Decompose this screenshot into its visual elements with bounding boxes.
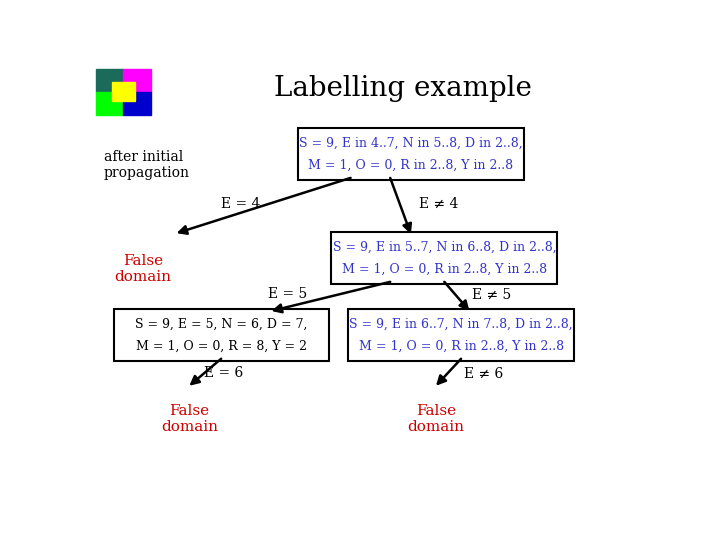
- FancyBboxPatch shape: [114, 309, 328, 361]
- Text: S = 9, E in 4..7, N in 5..8, D in 2..8,: S = 9, E in 4..7, N in 5..8, D in 2..8,: [299, 137, 523, 150]
- Text: M = 1, O = 0, R in 2..8, Y in 2..8: M = 1, O = 0, R in 2..8, Y in 2..8: [342, 262, 547, 275]
- Bar: [124, 69, 151, 92]
- Text: E = 4: E = 4: [221, 197, 261, 211]
- Text: S = 9, E = 5, N = 6, D = 7,: S = 9, E = 5, N = 6, D = 7,: [135, 318, 307, 330]
- Text: False
domain: False domain: [408, 404, 464, 434]
- Text: E = 5: E = 5: [269, 287, 307, 301]
- Bar: [96, 92, 124, 114]
- Text: S = 9, E in 5..7, N in 6..8, D in 2..8,: S = 9, E in 5..7, N in 6..8, D in 2..8,: [333, 241, 556, 254]
- Text: False
domain: False domain: [114, 254, 171, 284]
- Text: E ≠ 5: E ≠ 5: [472, 287, 511, 301]
- Text: M = 1, O = 0, R in 2..8, Y in 2..8: M = 1, O = 0, R in 2..8, Y in 2..8: [308, 159, 513, 172]
- Text: E ≠ 6: E ≠ 6: [464, 366, 503, 380]
- Text: Labelling example: Labelling example: [274, 75, 531, 102]
- Bar: [96, 69, 124, 92]
- Bar: [124, 92, 151, 114]
- Text: False
domain: False domain: [161, 404, 218, 434]
- FancyBboxPatch shape: [331, 232, 557, 284]
- Text: M = 1, O = 0, R = 8, Y = 2: M = 1, O = 0, R = 8, Y = 2: [135, 340, 307, 353]
- FancyBboxPatch shape: [298, 128, 524, 180]
- Text: E ≠ 4: E ≠ 4: [419, 197, 459, 211]
- Text: E = 6: E = 6: [204, 366, 243, 380]
- Text: after initial
propagation: after initial propagation: [104, 150, 190, 180]
- Text: M = 1, O = 0, R in 2..8, Y in 2..8: M = 1, O = 0, R in 2..8, Y in 2..8: [359, 340, 564, 353]
- Bar: [112, 82, 135, 102]
- FancyBboxPatch shape: [348, 309, 574, 361]
- Text: S = 9, E in 6..7, N in 7..8, D in 2..8,: S = 9, E in 6..7, N in 7..8, D in 2..8,: [349, 318, 573, 330]
